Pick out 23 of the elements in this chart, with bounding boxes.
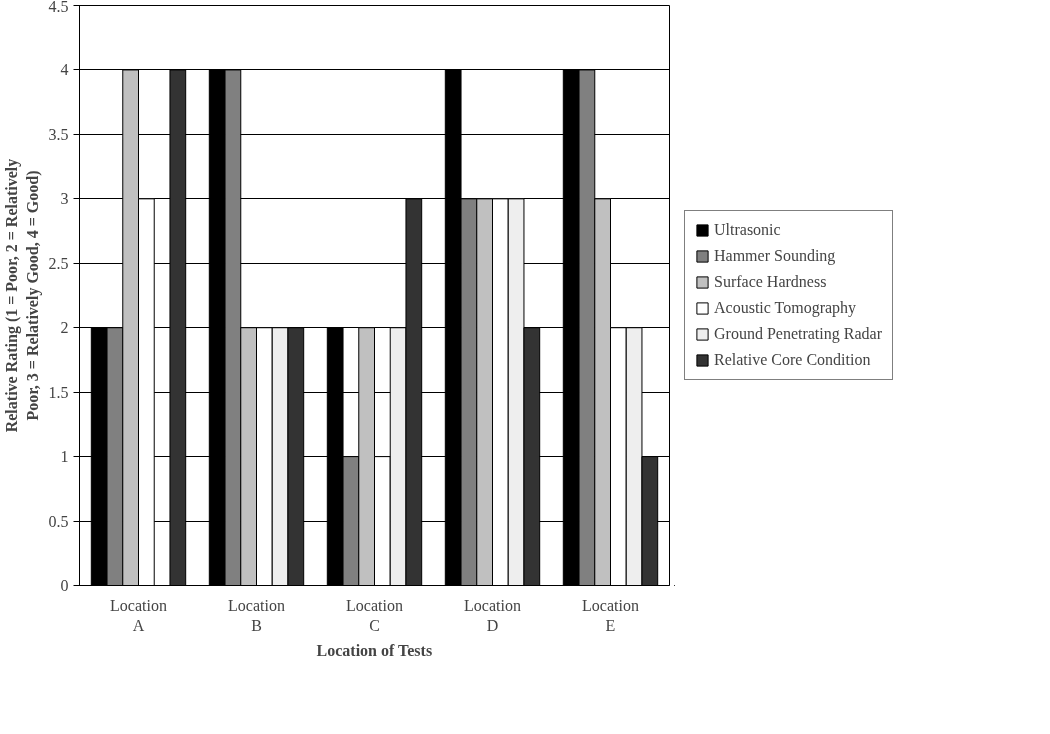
x-tick-label: Location C bbox=[346, 596, 403, 634]
y-tick-label: 1.5 bbox=[48, 383, 69, 401]
y-tick-label: 3.5 bbox=[48, 125, 69, 143]
legend-label: Acoustic Tomography bbox=[714, 299, 857, 317]
y-axis-title: Relative Rating (1 = Poor, 2 = Relatively Poor, 3 = Relatively Good, 4 = Good) bbox=[3, 158, 42, 433]
legend-label: Hammer Sounding bbox=[714, 247, 836, 265]
y-tick-label: 1 bbox=[60, 448, 69, 466]
y-tick-label: 0 bbox=[60, 577, 69, 594]
y-tick-label: 3 bbox=[60, 190, 69, 208]
x-tick-label: Location B bbox=[228, 596, 285, 634]
y-tick-label: 0.5 bbox=[48, 512, 69, 530]
legend-label: Ground Penetrating Radar bbox=[714, 325, 882, 343]
y-tick-label: 2.5 bbox=[48, 254, 69, 272]
legend-label: Ultrasonic bbox=[714, 221, 781, 239]
y-tick-label: 2 bbox=[60, 319, 69, 337]
x-tick-label: Location D bbox=[464, 596, 521, 634]
legend-label: Relative Core Condition bbox=[714, 351, 871, 369]
x-axis-title: Location of Tests bbox=[316, 641, 433, 659]
legend-label: Surface Hardness bbox=[714, 273, 827, 291]
y-tick-label: 4.5 bbox=[48, 0, 69, 15]
x-tick-label: Location A bbox=[110, 596, 167, 634]
x-tick-label: Location E bbox=[582, 596, 639, 634]
y-tick-label: 4 bbox=[60, 61, 69, 79]
